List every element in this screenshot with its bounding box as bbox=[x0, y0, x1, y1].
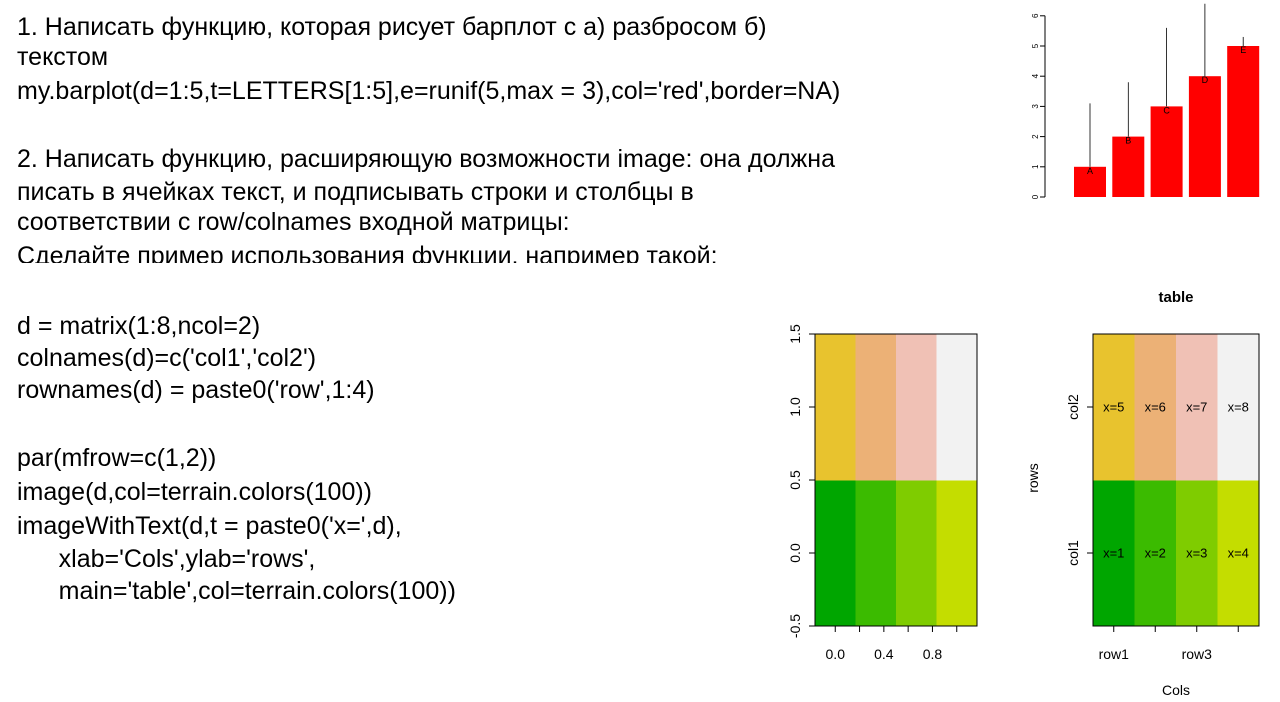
bar-D bbox=[1188, 76, 1221, 197]
y-tick-label: 0 bbox=[1031, 194, 1040, 199]
code-line-6: imageWithText(d,t = paste0('x=',d), bbox=[17, 512, 402, 540]
task2-line4: Сделайте пример использования функции, н… bbox=[17, 242, 718, 263]
heat-cell bbox=[1176, 334, 1218, 481]
y-tick-label: 1 bbox=[1031, 164, 1040, 169]
x-tick-label: 0.4 bbox=[874, 646, 894, 662]
bar-label-D: D bbox=[1202, 75, 1209, 85]
y-tick-label: 3 bbox=[1031, 104, 1040, 109]
cell-label: x=6 bbox=[1145, 400, 1166, 415]
y-tick-label: 4 bbox=[1031, 73, 1040, 78]
y-tick-label: 6 bbox=[1031, 13, 1040, 18]
task2-line1: 2. Написать функцию, расширяющую возможн… bbox=[17, 145, 835, 173]
cell-label: x=5 bbox=[1103, 400, 1124, 415]
y-tick-label: 1.0 bbox=[787, 397, 803, 417]
heat-cell bbox=[815, 334, 856, 481]
bar-label-C: C bbox=[1163, 105, 1170, 115]
heat-cell bbox=[1093, 334, 1135, 481]
code-line-3: rownames(d) = paste0('row',1:4) bbox=[17, 376, 375, 404]
plot-box bbox=[1092, 333, 1260, 627]
bar-label-A: A bbox=[1087, 166, 1093, 176]
y-tick-label: -0.5 bbox=[787, 614, 803, 638]
task2-line2: писать в ячейках текст, и подписывать ст… bbox=[17, 178, 694, 206]
heat-cell bbox=[1134, 334, 1177, 481]
heat-cell bbox=[815, 480, 856, 627]
heat-cell bbox=[855, 334, 897, 481]
bar-C bbox=[1150, 106, 1183, 197]
image-heatmap-chart: -0.5 0.0 0.5 1.0 1.5 0.0 0.4 0.8 bbox=[787, 324, 978, 662]
task1-line2: текстом bbox=[17, 43, 109, 71]
bar-label-B: B bbox=[1125, 136, 1131, 146]
x-tick-label: row3 bbox=[1182, 646, 1213, 662]
cell-label: x=8 bbox=[1228, 400, 1249, 415]
heat-cell bbox=[1134, 480, 1177, 627]
x-axis-label: Cols bbox=[1162, 682, 1190, 698]
code-line-8: main='table',col=terrain.colors(100)) bbox=[17, 577, 456, 605]
cell-label: x=7 bbox=[1186, 400, 1207, 415]
heat-cell bbox=[896, 480, 937, 627]
code-line-2: colnames(d)=c('col1','col2') bbox=[17, 344, 317, 372]
heat-cell bbox=[1093, 480, 1135, 627]
code-line-7: xlab='Cols',ylab='rows', bbox=[17, 545, 316, 573]
bar-B bbox=[1112, 136, 1145, 197]
code-line-1: d = matrix(1:8,ncol=2) bbox=[17, 312, 261, 340]
y-tick-label: 1.5 bbox=[787, 324, 803, 344]
y-tick-label: 2 bbox=[1031, 134, 1040, 139]
code-line-5: image(d,col=terrain.colors(100)) bbox=[17, 478, 373, 506]
task1-code: my.barplot(d=1:5,t=LETTERS[1:5],e=runif(… bbox=[17, 77, 841, 105]
heat-cell bbox=[936, 334, 978, 481]
y-axis-label: rows bbox=[1025, 463, 1041, 493]
bar-A bbox=[1074, 166, 1106, 197]
x-tick-label: row1 bbox=[1099, 646, 1130, 662]
y-tick-label: col1 bbox=[1065, 540, 1081, 566]
heat-cell bbox=[936, 480, 978, 627]
x-tick-label: 0.8 bbox=[923, 646, 943, 662]
x-tick-label: 0.0 bbox=[826, 646, 846, 662]
bar-E bbox=[1227, 46, 1260, 197]
bar-label-E: E bbox=[1240, 45, 1246, 55]
barplot-chart: 0 1 2 3 4 5 6 A B C D E bbox=[1031, 3, 1260, 199]
code-line-4: par(mfrow=c(1,2)) bbox=[17, 444, 217, 472]
table-heatmap-chart: table x=1 x=2 x=3 x=4 x=5 x=6 x=7 x=8 row1 row3 col… bbox=[1025, 289, 1260, 698]
heat-cell bbox=[1217, 334, 1260, 481]
cell-label: x=2 bbox=[1145, 546, 1166, 561]
heat-cell bbox=[896, 334, 937, 481]
y-tick-label: col2 bbox=[1065, 394, 1081, 420]
y-tick-label: 0.5 bbox=[787, 470, 803, 490]
heat-cell bbox=[855, 480, 897, 627]
task1-line1: 1. Написать функцию, которая рисует барп… bbox=[17, 13, 767, 41]
cell-label: x=3 bbox=[1186, 546, 1207, 561]
task2-line3: соответствии с row/colnames входной матр… bbox=[17, 208, 570, 236]
heat-cell bbox=[1176, 480, 1218, 627]
heat-cell bbox=[1217, 480, 1260, 627]
cell-label: x=1 bbox=[1103, 546, 1124, 561]
cell-label: x=4 bbox=[1228, 546, 1249, 561]
y-tick-label: 5 bbox=[1031, 43, 1040, 48]
y-tick-label: 0.0 bbox=[787, 543, 803, 563]
chart-title: table bbox=[1158, 289, 1193, 306]
